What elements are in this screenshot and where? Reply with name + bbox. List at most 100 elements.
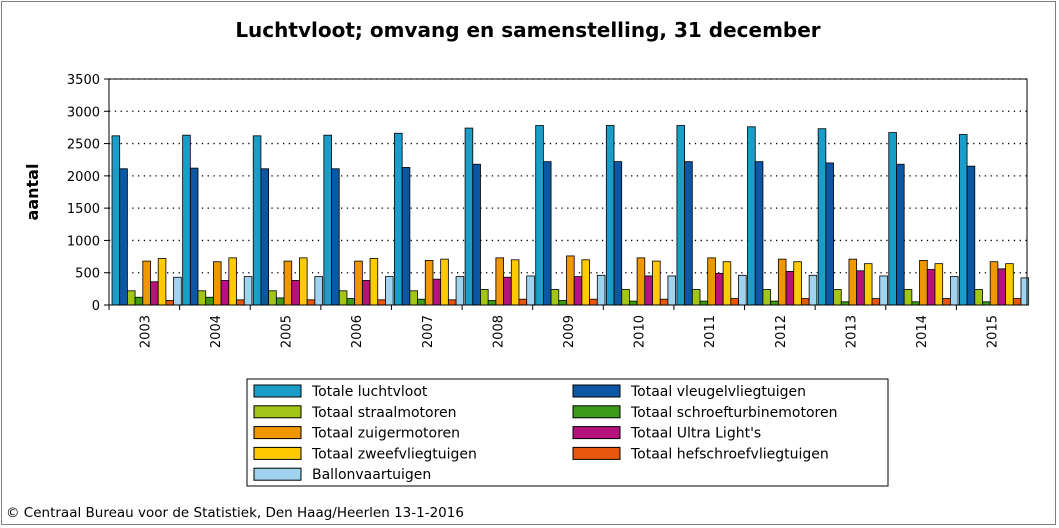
legend-swatch [253, 384, 302, 398]
x-tick-label: 2006 [350, 315, 365, 348]
x-tick-label: 2011 [703, 315, 718, 348]
legend-label: Totale luchtvloot [311, 384, 428, 400]
bar [268, 290, 277, 306]
bar [119, 168, 128, 306]
bar [542, 161, 552, 306]
chart-title: Luchtvloot; omvang en samenstelling, 31 … [235, 18, 820, 42]
bar [958, 134, 968, 306]
bar [596, 274, 606, 306]
bar [738, 274, 747, 306]
bar [581, 259, 590, 306]
legend-swatch [572, 446, 621, 460]
bar [926, 269, 936, 306]
legend-swatch [572, 405, 621, 419]
bar [417, 298, 426, 306]
legend-item: Totaal zweefvliegtuigen [253, 446, 477, 462]
bar [550, 289, 560, 306]
legend-item: Totaal zuigermotoren [253, 426, 460, 442]
bar [919, 260, 928, 306]
legend-item: Ballonvaartuigen [253, 467, 431, 483]
x-tick-label: 2015 [986, 315, 1001, 348]
bar [966, 165, 976, 306]
bar [189, 167, 199, 306]
y-tick-label: 1500 [67, 202, 100, 217]
y-tick-labels: 0 500 1000 1500 2000 2500 3000 3500 [67, 73, 100, 314]
plot-area-border [108, 78, 1028, 306]
bar [510, 259, 520, 306]
bar [558, 300, 567, 306]
y-tick-label: 2000 [67, 170, 100, 185]
bar [989, 261, 999, 306]
bar [252, 135, 262, 306]
bar [432, 278, 442, 306]
bar-group-2011 [676, 125, 747, 306]
bar [487, 300, 497, 306]
bar-group-2014 [888, 132, 959, 306]
bar [377, 299, 386, 306]
bar [722, 261, 732, 306]
bar [888, 132, 897, 306]
bar [808, 274, 818, 306]
bar [879, 275, 888, 306]
bar [848, 258, 858, 306]
legend-swatch [253, 446, 302, 460]
bar [817, 128, 827, 306]
bar [801, 298, 810, 306]
bar [1012, 298, 1022, 306]
bar [127, 290, 136, 306]
bar [472, 163, 481, 306]
bar [629, 300, 638, 306]
bar [785, 271, 795, 306]
bar [165, 300, 174, 306]
bar [777, 258, 787, 306]
bar [331, 168, 340, 306]
bar-group-2006 [323, 134, 394, 306]
bar [173, 276, 182, 306]
bar [715, 272, 724, 306]
bar-group-2004 [182, 134, 253, 306]
legend-item: Totaal straalmotoren [253, 405, 457, 421]
legend-item: Totaal vleugelvliegtuigen [572, 384, 806, 400]
bar [369, 258, 379, 306]
legend-swatch [253, 467, 302, 481]
x-tick-label: 2010 [633, 315, 648, 348]
bar [401, 167, 411, 306]
legend-label: Totaal schroefturbinemotoren [630, 405, 837, 421]
bar-group-2010 [605, 125, 677, 306]
y-axis-label: aantal [23, 164, 42, 221]
bar [275, 297, 285, 306]
legend-label: Totaal zweefvliegtuigen [311, 446, 477, 462]
bar [605, 125, 615, 306]
bar [213, 261, 222, 306]
bar [111, 135, 121, 306]
bar [283, 260, 293, 306]
x-tick-label: 2012 [774, 315, 789, 348]
legend-swatch [572, 426, 621, 440]
bar [323, 134, 332, 306]
x-tick-label: 2007 [421, 315, 436, 348]
bar [659, 298, 669, 306]
legend-label: Ballonvaartuigen [312, 467, 431, 483]
axes [104, 78, 1028, 310]
bar-group-2009 [535, 125, 606, 306]
bar-group-2013 [817, 128, 888, 306]
bar [863, 263, 873, 306]
legend-label: Totaal Ultra Light's [630, 426, 761, 442]
bar [644, 275, 653, 306]
y-tick-label: 0 [92, 299, 100, 314]
bar [354, 260, 363, 306]
bar [142, 260, 151, 306]
bar [526, 275, 535, 306]
bar [134, 296, 144, 306]
legend-label: Totaal straalmotoren [311, 405, 457, 421]
bar [896, 163, 905, 306]
bar [573, 276, 583, 306]
bar [613, 161, 623, 306]
bar-group-2003 [111, 135, 182, 306]
bar [871, 298, 881, 306]
bar [480, 289, 489, 306]
bar [157, 258, 167, 306]
bar [974, 289, 983, 306]
bar [455, 276, 465, 306]
